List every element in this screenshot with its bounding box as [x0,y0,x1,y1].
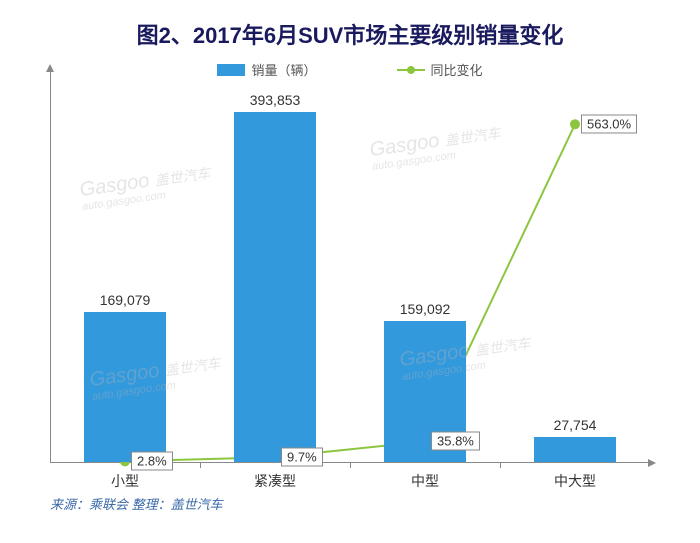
legend-item-bar: 销量（辆） [217,60,316,79]
line-value-label: 9.7% [281,448,323,467]
line-value-label: 35.8% [431,432,480,451]
legend-line-label: 同比变化 [431,60,483,79]
bar-value-label: 169,079 [100,292,151,308]
legend-bar-label: 销量（辆） [251,60,316,79]
chart-container: 图2、2017年6月SUV市场主要级别销量变化 销量（辆） 同比变化 169,0… [0,0,700,543]
bar-value-label: 393,853 [250,92,301,108]
plot-area: 169,079小型393,853紧凑型159,092中型27,754中大型2.8… [50,90,650,463]
category-label: 紧凑型 [254,471,296,491]
bar-value-label: 159,092 [400,301,451,317]
legend-bar-swatch [217,64,245,76]
source-text: 来源：乘联会 整理：盖世汽车 [50,494,223,513]
category-label: 小型 [111,471,139,491]
category-label: 中大型 [554,471,596,491]
line-value-label: 563.0% [581,115,637,134]
legend-line-swatch [397,69,425,71]
x-tick [500,463,501,468]
line-value-label: 2.8% [131,452,173,471]
bar: 169,079 [84,312,167,462]
category-label: 中型 [411,471,439,491]
legend-item-line: 同比变化 [397,60,483,79]
bar-value-label: 27,754 [554,417,597,433]
x-tick [200,463,201,468]
legend: 销量（辆） 同比变化 [0,60,700,79]
bar: 27,754 [534,437,617,462]
bar: 393,853 [234,112,317,462]
chart-title: 图2、2017年6月SUV市场主要级别销量变化 [0,0,700,50]
y-axis-arrow-icon [46,64,54,72]
x-tick [350,463,351,468]
